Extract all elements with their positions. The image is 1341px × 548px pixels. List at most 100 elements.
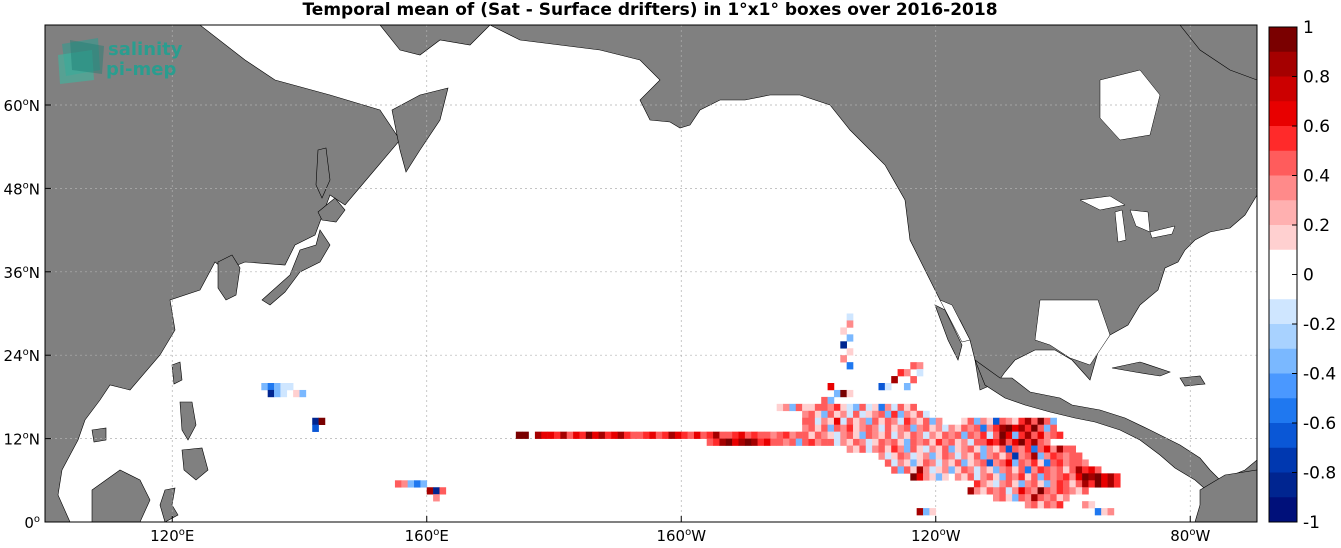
cell bbox=[1082, 501, 1089, 509]
colorbar-bin bbox=[1269, 447, 1297, 473]
colorbar-bin bbox=[1269, 324, 1297, 350]
cell bbox=[878, 403, 886, 412]
land-taiwan bbox=[171, 361, 183, 385]
colorbar-label: -0.6 bbox=[1303, 414, 1336, 434]
cell bbox=[948, 431, 956, 439]
cell bbox=[986, 445, 994, 453]
cell bbox=[916, 508, 924, 516]
cell bbox=[770, 438, 777, 446]
cell bbox=[935, 445, 943, 453]
cell bbox=[986, 438, 994, 446]
colorbar-bin bbox=[1269, 51, 1297, 77]
data-cells bbox=[261, 313, 1121, 516]
cell bbox=[897, 466, 905, 474]
cell bbox=[1031, 466, 1038, 474]
cell bbox=[935, 417, 943, 425]
cell bbox=[1101, 508, 1108, 516]
cell bbox=[999, 473, 1007, 481]
cell bbox=[274, 383, 281, 391]
cell bbox=[706, 431, 714, 439]
cell bbox=[980, 480, 987, 488]
cell bbox=[948, 466, 956, 474]
cell bbox=[910, 362, 917, 370]
cell bbox=[986, 480, 994, 488]
cell bbox=[903, 369, 911, 377]
cell bbox=[910, 452, 917, 460]
cell bbox=[261, 383, 268, 391]
cell bbox=[655, 431, 663, 439]
cell bbox=[1094, 473, 1102, 481]
cell bbox=[1050, 480, 1057, 488]
cell bbox=[776, 438, 784, 446]
cell bbox=[859, 445, 867, 453]
cell bbox=[1043, 445, 1051, 453]
cell bbox=[929, 452, 937, 460]
cell bbox=[1050, 487, 1057, 495]
cell bbox=[1075, 466, 1083, 474]
cell bbox=[910, 424, 917, 432]
colorbar-label: -0.2 bbox=[1303, 315, 1336, 335]
cell bbox=[903, 445, 911, 453]
cell bbox=[312, 424, 319, 432]
cell bbox=[1005, 487, 1013, 495]
cell bbox=[1012, 417, 1019, 425]
cell bbox=[993, 431, 1000, 439]
cell bbox=[948, 452, 956, 460]
cell bbox=[827, 431, 835, 439]
cell bbox=[840, 417, 847, 425]
cell bbox=[973, 452, 981, 460]
cell bbox=[738, 431, 746, 439]
land-layer bbox=[44, 24, 1258, 523]
cell bbox=[865, 445, 873, 453]
cell bbox=[897, 369, 905, 377]
cell bbox=[1050, 452, 1057, 460]
cell bbox=[999, 417, 1007, 425]
cell bbox=[1037, 431, 1045, 439]
cell bbox=[903, 438, 911, 446]
cell bbox=[973, 438, 981, 446]
cell bbox=[560, 431, 568, 439]
cell bbox=[891, 459, 898, 467]
cell bbox=[814, 431, 822, 439]
land-kamchatka bbox=[391, 87, 449, 173]
cell bbox=[439, 487, 447, 495]
cell bbox=[789, 403, 797, 412]
colorbar-label: 0.8 bbox=[1303, 68, 1330, 88]
cell bbox=[1018, 459, 1026, 467]
cell bbox=[732, 438, 739, 446]
cell bbox=[1037, 494, 1045, 502]
cell bbox=[961, 431, 968, 439]
cell bbox=[719, 431, 727, 439]
cell bbox=[999, 487, 1007, 495]
cell bbox=[986, 431, 994, 439]
cell bbox=[993, 487, 1000, 495]
cell bbox=[999, 466, 1007, 474]
colorbar-label: 0 bbox=[1303, 266, 1314, 286]
cell bbox=[267, 383, 275, 391]
cell bbox=[1037, 438, 1045, 446]
cell bbox=[1024, 466, 1032, 474]
cell bbox=[986, 417, 994, 425]
cell bbox=[585, 431, 593, 439]
cell bbox=[935, 424, 943, 432]
colorbar-bin bbox=[1269, 200, 1297, 226]
cell bbox=[853, 424, 860, 432]
cell bbox=[1024, 501, 1032, 509]
lake-erie bbox=[1149, 225, 1176, 239]
xtick-label-1: 160oE bbox=[405, 527, 449, 544]
logo-line1: salinity bbox=[108, 39, 183, 60]
cell bbox=[1037, 501, 1045, 509]
cell bbox=[1031, 487, 1038, 495]
cell bbox=[942, 424, 949, 432]
cell bbox=[967, 452, 975, 460]
ytick-label-0: 0o bbox=[24, 514, 40, 532]
cell bbox=[1037, 466, 1045, 474]
cell bbox=[878, 431, 886, 439]
salinity-pi-mep-logo: salinity pi-mep bbox=[58, 38, 183, 84]
cell bbox=[674, 431, 682, 439]
cell bbox=[999, 445, 1007, 453]
cell bbox=[859, 424, 867, 432]
colorbar-label: 1 bbox=[1303, 18, 1314, 38]
cell bbox=[649, 431, 657, 439]
cell bbox=[1037, 417, 1045, 425]
